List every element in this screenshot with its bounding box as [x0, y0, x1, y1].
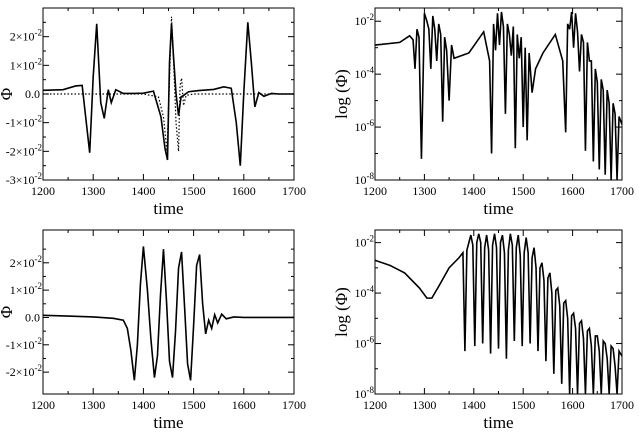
- chart-panel-bottom-right: 1200 1300 1400 1500 1600 1700 10-8 10-6 10-4 10-2…: [332, 229, 634, 432]
- x-tick-label: 1300: [81, 398, 105, 412]
- x-tick-label: 1200: [31, 398, 55, 412]
- chart-panel-top-right: 1200 1300 1400 1500 1600 1700 10-8 10-6 10-4 10-2…: [332, 7, 634, 218]
- x-tick-label: 1200: [363, 184, 387, 198]
- y-tick-label: 10-4: [355, 65, 375, 81]
- x-tick-label: 1300: [412, 184, 436, 198]
- x-tick-label: 1500: [182, 398, 206, 412]
- x-tick-label: 1700: [610, 398, 634, 412]
- x-tick-label: 1600: [561, 398, 585, 412]
- series-line-solid: [375, 233, 622, 394]
- y-tick-label: 10-8: [355, 385, 375, 401]
- y-tick-label: 10-2: [355, 12, 375, 28]
- y-tick-label: -2×10-2: [6, 363, 42, 379]
- x-tick-label: 1300: [81, 184, 105, 198]
- x-tick-label: 1700: [282, 398, 306, 412]
- y-tick-label: 10-6: [355, 335, 375, 351]
- y-tick-label: -3×10-2: [6, 171, 42, 187]
- x-tick-label: 1600: [232, 398, 256, 412]
- y-tick-label: 10-4: [355, 284, 375, 300]
- y-tick-label: 1×10-2: [10, 281, 42, 297]
- y-tick-label: 10-8: [355, 171, 375, 187]
- series-line-solid: [43, 246, 294, 381]
- x-tick-label: 1500: [511, 184, 535, 198]
- y-tick-label: 0.0: [25, 310, 40, 324]
- y-axis-label: Φ: [0, 306, 16, 318]
- x-tick-label: 1500: [182, 184, 206, 198]
- chart-panel-bottom-left: 1200 1300 1400 1500 1600 1700 -2×10-2 -1×10-2 0.…: [0, 229, 306, 432]
- y-tick-label: 1×10-2: [10, 56, 42, 72]
- x-axis-label: time: [483, 199, 513, 218]
- x-tick-label: 1700: [610, 184, 634, 198]
- y-axis-label: Φ: [0, 88, 16, 100]
- x-tick-label: 1300: [412, 398, 436, 412]
- x-tick-label: 1400: [131, 184, 155, 198]
- chart-panel-top-left: 1200 1300 1400 1500 1600 1700 -3×10-2 -2×10-2 -1…: [0, 7, 306, 218]
- y-tick-label: -1×10-2: [6, 114, 42, 130]
- y-tick-label: 2×10-2: [10, 28, 42, 44]
- y-tick-label: 2×10-2: [10, 254, 42, 270]
- x-tick-label: 1700: [282, 184, 306, 198]
- x-tick-label: 1600: [232, 184, 256, 198]
- series-line-dotted: [43, 16, 294, 152]
- y-axis-label: log (Φ): [332, 287, 351, 337]
- y-axis-label: log (Φ): [332, 69, 351, 119]
- x-tick-label: 1200: [363, 398, 387, 412]
- x-axis-label: time: [153, 413, 183, 432]
- y-tick-label: -1×10-2: [6, 336, 42, 352]
- y-tick-label: 10-6: [355, 118, 375, 134]
- x-tick-label: 1200: [31, 184, 55, 198]
- y-tick-label: 10-2: [355, 234, 375, 250]
- y-tick-label: 0.0: [25, 87, 40, 101]
- x-axis-label: time: [153, 199, 183, 218]
- x-tick-label: 1400: [462, 184, 486, 198]
- x-axis-label: time: [483, 413, 513, 432]
- series-line-solid: [375, 11, 622, 180]
- plot-frame: [42, 229, 295, 395]
- x-tick-label: 1400: [131, 398, 155, 412]
- x-tick-label: 1400: [462, 398, 486, 412]
- y-tick-label: -2×10-2: [6, 142, 42, 158]
- x-tick-label: 1500: [511, 398, 535, 412]
- x-tick-label: 1600: [561, 184, 585, 198]
